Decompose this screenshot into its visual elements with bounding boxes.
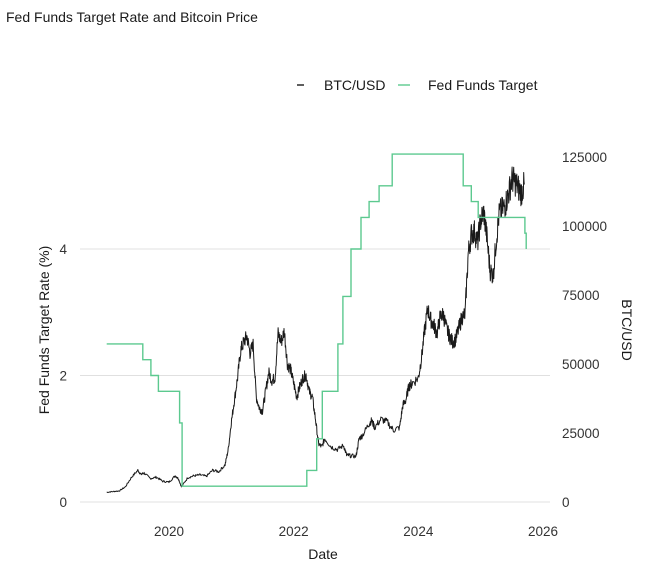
btc-line bbox=[106, 166, 525, 493]
y-axis-right-label: BTC/USD bbox=[619, 299, 635, 360]
fed-series bbox=[106, 153, 527, 487]
y-left-tick-label: 2 bbox=[59, 369, 67, 384]
y-right-tick-label: 75000 bbox=[562, 288, 600, 303]
fed-step-line bbox=[106, 153, 527, 487]
x-tick-label: 2026 bbox=[528, 524, 558, 539]
chart-title: Fed Funds Target Rate and Bitcoin Price bbox=[6, 9, 258, 25]
legend: BTC/USD Fed Funds Target bbox=[297, 77, 538, 93]
btc-series bbox=[106, 166, 525, 493]
x-tick-label: 2022 bbox=[279, 524, 309, 539]
x-tick-label: 2024 bbox=[403, 524, 434, 539]
y-axis-left-label: Fed Funds Target Rate (%) bbox=[36, 246, 52, 415]
y-left-tick-label: 0 bbox=[59, 495, 67, 510]
y-right-tick-label: 50000 bbox=[562, 357, 600, 372]
y-right-tick-label: 0 bbox=[562, 495, 570, 510]
y-right-tick-label: 125000 bbox=[562, 150, 607, 165]
y-axis-right: 0 25000 50000 75000 100000 125000 bbox=[562, 150, 607, 510]
legend-fed-label: Fed Funds Target bbox=[428, 77, 538, 93]
y-right-tick-label: 25000 bbox=[562, 426, 600, 441]
y-right-tick-label: 100000 bbox=[562, 219, 607, 234]
y-axis-left: 0 2 4 bbox=[59, 242, 67, 510]
x-axis-label: Date bbox=[308, 546, 338, 562]
y-left-tick-label: 4 bbox=[59, 242, 67, 257]
x-axis: 2020 2022 2024 2026 bbox=[154, 524, 558, 539]
legend-btc-label: BTC/USD bbox=[324, 77, 385, 93]
x-tick-label: 2020 bbox=[154, 524, 184, 539]
